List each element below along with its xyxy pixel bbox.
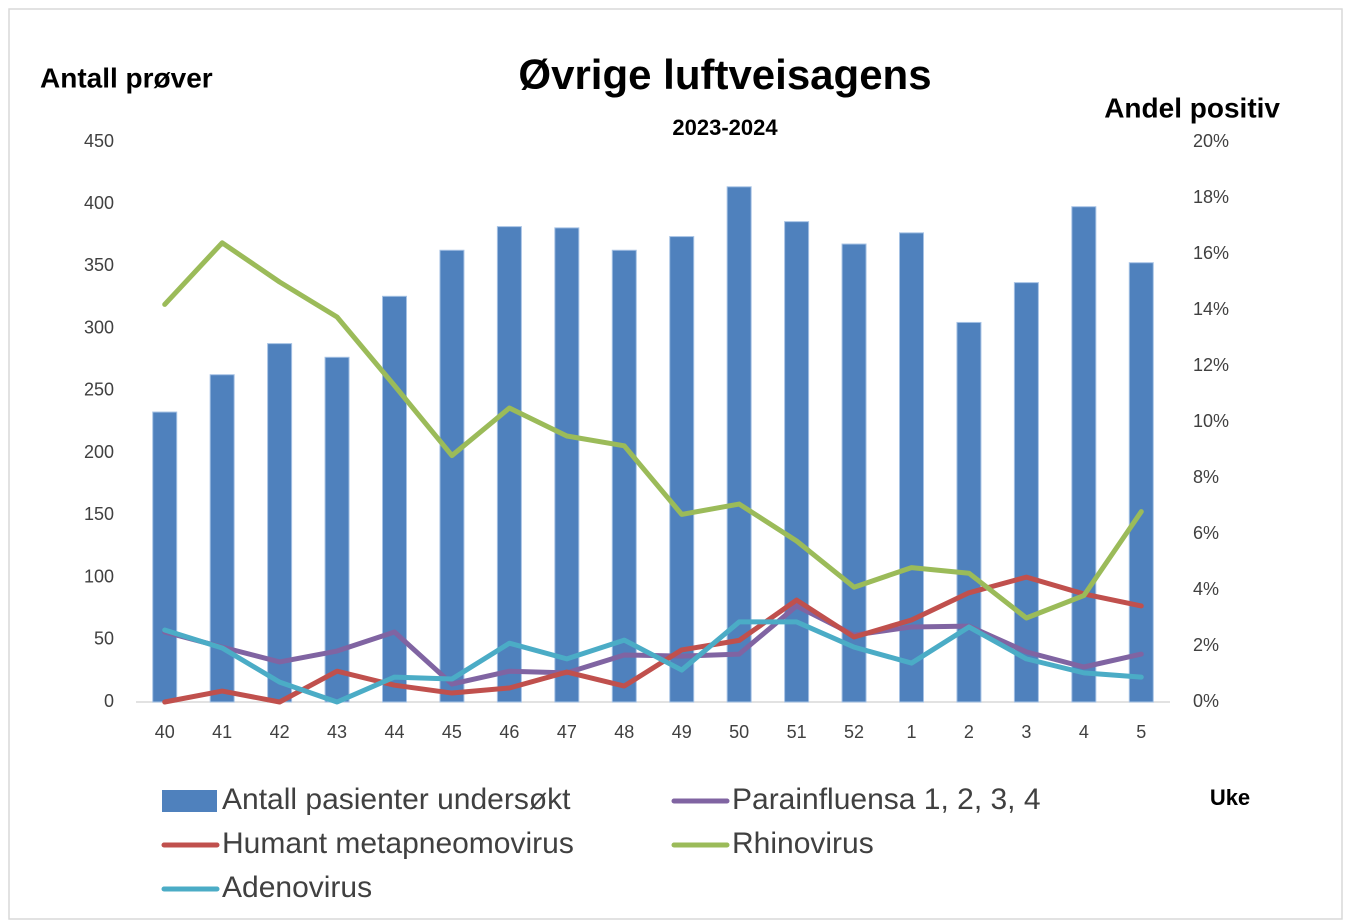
y2-tick-label: 14% [1193,299,1229,319]
x-tick-label: 40 [155,722,175,742]
y-tick-label: 250 [84,380,114,400]
line-series [162,619,1144,705]
x-tick-label: 52 [844,722,864,742]
bar [784,221,810,703]
y2-tick-label: 20% [1193,131,1229,151]
x-tick-label: 51 [787,722,807,742]
x-tick-label: 1 [906,722,916,742]
y2-tick-label: 6% [1193,523,1219,543]
legend-label: Humant metapneomovirus [222,827,574,860]
bar [496,226,522,703]
y-tick-label: 0 [104,691,114,711]
y-tick-label: 50 [94,629,114,649]
bar [611,249,637,703]
y2-tick-label: 16% [1193,243,1229,263]
bar [439,249,465,703]
chart-title: Øvrige luftveisagens [518,51,931,98]
legend-swatch [162,790,217,812]
x-tick-label: 49 [672,722,692,742]
y-tick-label: 100 [84,566,114,586]
x-tick-label: 41 [212,722,232,742]
y2-axis-label: Andel positiv [1104,92,1280,123]
bar [554,227,580,703]
y2-tick-label: 18% [1193,187,1229,207]
x-tick-label: 46 [499,722,519,742]
y2-tick-label: 2% [1193,635,1219,655]
x-tick-label: 47 [557,722,577,742]
bar [899,232,924,703]
bar [152,411,178,703]
bar [1071,206,1097,703]
x-tick-label: 5 [1136,722,1146,742]
y-tick-label: 300 [84,317,114,337]
x-tick-label: 45 [442,722,462,742]
y-tick-label: 350 [84,255,114,275]
y-tick-label: 450 [84,131,114,151]
y-tick-label: 150 [84,504,114,524]
y2-tick-label: 12% [1193,355,1229,375]
x-tick-label: 2 [964,722,974,742]
bar [267,343,293,703]
x-tick-label: 43 [327,722,347,742]
x-tick-label: 3 [1021,722,1031,742]
line-series [162,574,1144,705]
bar [726,186,752,703]
legend-label: Adenovirus [222,871,372,904]
y-tick-label: 200 [84,442,114,462]
x-tick-label: 48 [614,722,634,742]
y2-tick-label: 0% [1193,691,1219,711]
bar [669,236,695,703]
bar [956,321,982,703]
x-tick-label: 44 [384,722,404,742]
legend-label: Rhinovirus [732,827,874,860]
bar [1013,282,1039,703]
bar [841,243,867,703]
bar [1128,262,1154,703]
y-tick-label: 400 [84,193,114,213]
y2-tick-label: 8% [1193,467,1219,487]
y-axis-label: Antall prøver [40,62,213,93]
x-tick-label: 50 [729,722,749,742]
x-tick-label: 42 [270,722,290,742]
legend-label: Antall pasienter undersøkt [222,783,571,816]
line-series [162,240,1144,621]
x-tick-label: 4 [1079,722,1089,742]
x-axis-label: Uke [1210,785,1250,810]
legend-label: Parainfluensa 1, 2, 3, 4 [732,783,1041,816]
y2-tick-label: 10% [1193,411,1229,431]
y2-tick-label: 4% [1193,579,1219,599]
chart-subtitle: 2023-2024 [672,115,778,140]
